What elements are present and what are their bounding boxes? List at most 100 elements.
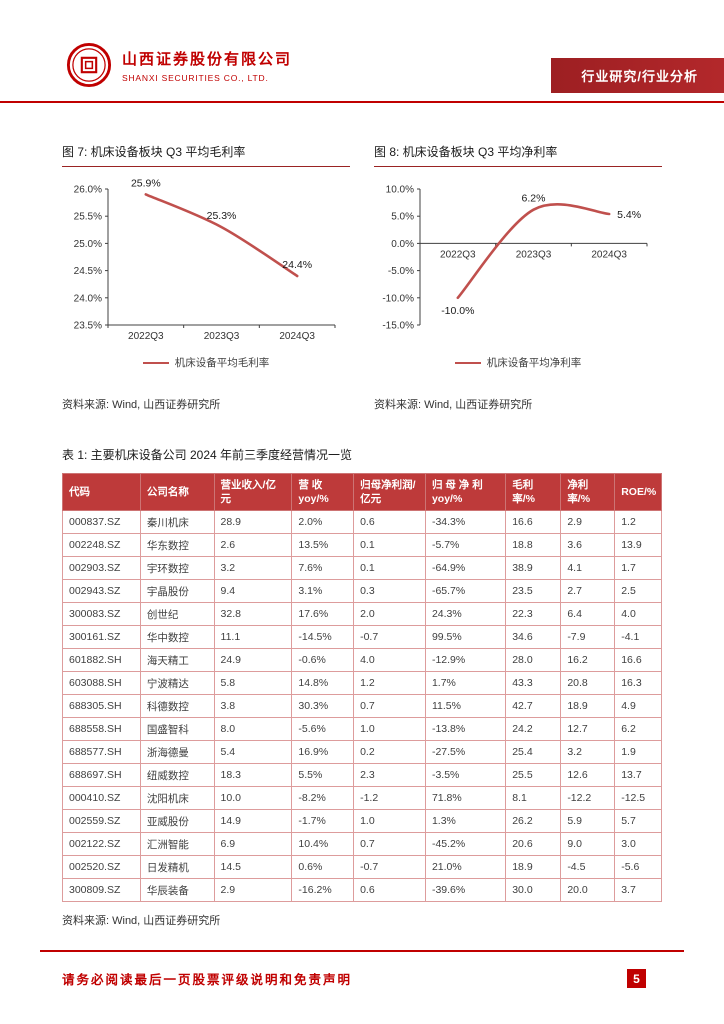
- table-cell: 688558.SH: [62, 717, 141, 742]
- table-cell: 002943.SZ: [62, 579, 141, 604]
- table-cell: 16.6: [505, 510, 562, 535]
- table-cell: 24.9: [213, 648, 293, 673]
- table-cell: 4.1: [560, 556, 616, 581]
- tick-label: 2024Q3: [279, 331, 315, 342]
- table-cell: -45.2%: [424, 832, 507, 857]
- page-number-badge: 5: [627, 969, 646, 988]
- tick-label: 0.0%: [391, 239, 414, 250]
- table-cell: 23.5: [505, 579, 562, 604]
- table-cell: 603088.SH: [62, 671, 141, 696]
- data-label: 5.4%: [617, 209, 641, 221]
- table-cell: 21.0%: [424, 855, 507, 880]
- table-cell: -5.7%: [424, 533, 507, 558]
- table-cell: 002903.SZ: [62, 556, 141, 581]
- data-line: [456, 203, 611, 300]
- table-cell: -13.8%: [424, 717, 507, 742]
- table-cell: 1.3%: [424, 809, 507, 834]
- table-row: 002943.SZ 宇晶股份 9.4 3.1% 0.3 -65.7% 23.5 2.7 2.5: [62, 579, 662, 604]
- table-row: 002122.SZ 汇洲智能 6.9 10.4% 0.7 -45.2% 20.6 9.0 3.0: [62, 832, 662, 857]
- table-cell: 0.3: [353, 579, 426, 604]
- table-source: 资料来源: Wind, 山西证券研究所: [62, 915, 221, 928]
- table-row: 688558.SH 国盛智科 8.0 -5.6% 1.0 -13.8% 24.2 12.7 6.…: [62, 717, 662, 742]
- table-cell: -7.9: [560, 625, 616, 650]
- table-row: 300161.SZ 华中数控 11.1 -14.5% -0.7 99.5% 34.6 -7.9…: [62, 625, 662, 650]
- table-cell: 25.5: [505, 763, 562, 788]
- table-cell: 11.1: [213, 625, 293, 650]
- table-cell: 16.3: [614, 671, 662, 696]
- table-cell: 1.2: [353, 671, 426, 696]
- table-cell: 28.9: [213, 510, 293, 535]
- table-cell: 1.9: [614, 740, 662, 765]
- table-cell: 14.5: [213, 855, 293, 880]
- table-cell: 20.0: [560, 878, 616, 903]
- table-cell: 浙海德曼: [139, 740, 215, 765]
- table-row: 002559.SZ 亚威股份 14.9 -1.7% 1.0 1.3% 26.2 5.9 5.7: [62, 809, 662, 834]
- table-cell: -64.9%: [424, 556, 507, 581]
- company-logo-seal-icon: [66, 42, 112, 88]
- table-row: 300083.SZ 创世纪 32.8 17.6% 2.0 24.3% 22.3 6.4 4.0: [62, 602, 662, 627]
- table-header-cell: 归母净利润/ 亿元: [353, 472, 426, 512]
- table-cell: 10.4%: [291, 832, 355, 857]
- chart-block-net-margin: 图 8: 机床设备板块 Q3 平均净利率 10.0% 5.0% 0.0% -5.0% -…: [374, 143, 662, 412]
- tick-label: 24.5%: [74, 266, 102, 277]
- table-cell: 17.6%: [291, 602, 355, 627]
- footer-divider: [40, 950, 684, 952]
- table-cell: 2.7: [560, 579, 616, 604]
- table-cell: 25.4: [505, 740, 562, 765]
- table-cell: 34.6: [505, 625, 562, 650]
- table-cell: 002248.SZ: [62, 533, 141, 558]
- table-cell: 7.6%: [291, 556, 355, 581]
- tick-label: 23.5%: [74, 321, 102, 332]
- table-cell: -4.5: [560, 855, 616, 880]
- table-cell: 12.6: [560, 763, 616, 788]
- tick-label: 2022Q3: [440, 249, 476, 260]
- table-cell: 8.0: [213, 717, 293, 742]
- charts-row: 图 7: 机床设备板块 Q3 平均毛利率 26.0% 25.5% 25.0% 24.5…: [62, 143, 662, 412]
- table-row: 000837.SZ 秦川机床 28.9 2.0% 0.6 -34.3% 16.6 2.9 1.2: [62, 510, 662, 535]
- table-row: 603088.SH 宁波精达 5.8 14.8% 1.2 1.7% 43.3 20.8 16.3: [62, 671, 662, 696]
- line-chart-gross-margin: 26.0% 25.5% 25.0% 24.5% 24.0% 23.5% 2022Q3 2023…: [62, 175, 350, 349]
- table-row: 002903.SZ 宇环数控 3.2 7.6% 0.1 -64.9% 38.9 4.1 1.7: [62, 556, 662, 581]
- page-footer: 请务必阅读最后一页股票评级说明和免责声明 5: [62, 969, 646, 988]
- table-cell: 300161.SZ: [62, 625, 141, 650]
- table-cell: -8.2%: [291, 786, 355, 811]
- table-cell: 5.9: [560, 809, 616, 834]
- table-cell: -16.2%: [291, 878, 355, 903]
- tick-label: 24.0%: [74, 293, 102, 304]
- line-chart-net-margin: 10.0% 5.0% 0.0% -5.0% -10.0% -15.0% 2022Q3 2023…: [374, 175, 662, 349]
- data-label: 25.9%: [131, 177, 161, 189]
- table-cell: 14.9: [213, 809, 293, 834]
- table-cell: 5.5%: [291, 763, 355, 788]
- table-cell: -0.6%: [291, 648, 355, 673]
- table-cell: 14.8%: [291, 671, 355, 696]
- table-cell: 13.7: [614, 763, 662, 788]
- data-line: [144, 193, 299, 278]
- table-cell: 24.2: [505, 717, 562, 742]
- table-cell: 13.5%: [291, 533, 355, 558]
- table-cell: 亚威股份: [139, 809, 215, 834]
- table-row: 688577.SH 浙海德曼 5.4 16.9% 0.2 -27.5% 25.4 3.2 1.9: [62, 740, 662, 765]
- table-cell: 宁波精达: [139, 671, 215, 696]
- table-cell: 002520.SZ: [62, 855, 141, 880]
- legend-label: 机床设备平均毛利率: [174, 357, 270, 369]
- table-cell: 0.6: [353, 510, 426, 535]
- table-cell: -27.5%: [424, 740, 507, 765]
- table-cell: 2.9: [213, 878, 293, 903]
- table-cell: 002559.SZ: [62, 809, 141, 834]
- tick-label: 10.0%: [386, 185, 414, 196]
- table-header-cell: 归 母 净 利 yoy/%: [424, 472, 507, 512]
- table-header-cell: 营 收 yoy/%: [291, 472, 355, 512]
- tick-label: 2024Q3: [591, 249, 627, 260]
- chart-title: 图 7: 机床设备板块 Q3 平均毛利率: [62, 143, 350, 167]
- tick-label: -15.0%: [382, 321, 414, 332]
- table-cell: -4.1: [614, 625, 662, 650]
- table-cell: 0.6%: [291, 855, 355, 880]
- table-cell: 688577.SH: [62, 740, 141, 765]
- table-cell: 3.2: [560, 740, 616, 765]
- table-cell: -0.7: [353, 855, 426, 880]
- table-cell: 6.9: [213, 832, 293, 857]
- table-cell: 5.7: [614, 809, 662, 834]
- table-cell: 688305.SH: [62, 694, 141, 719]
- table-cell: 2.0: [353, 602, 426, 627]
- table-cell: 华辰装备: [139, 878, 215, 903]
